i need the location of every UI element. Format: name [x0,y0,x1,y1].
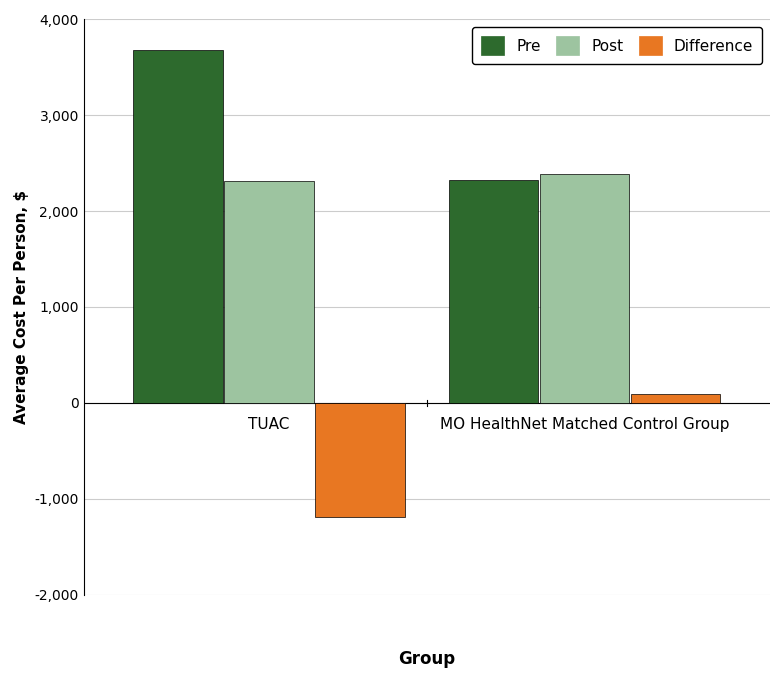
Legend: Pre, Post, Difference: Pre, Post, Difference [472,27,763,64]
X-axis label: Group: Group [398,650,456,668]
Bar [540,174,630,403]
Bar [133,50,223,403]
Text: TUAC: TUAC [249,417,290,432]
Y-axis label: Average Cost Per Person, $: Average Cost Per Person, $ [14,190,29,424]
Text: MO HealthNet Matched Control Group: MO HealthNet Matched Control Group [440,417,730,432]
Bar [631,394,720,403]
Bar [224,181,314,403]
Bar [315,403,405,517]
Bar [449,181,539,403]
